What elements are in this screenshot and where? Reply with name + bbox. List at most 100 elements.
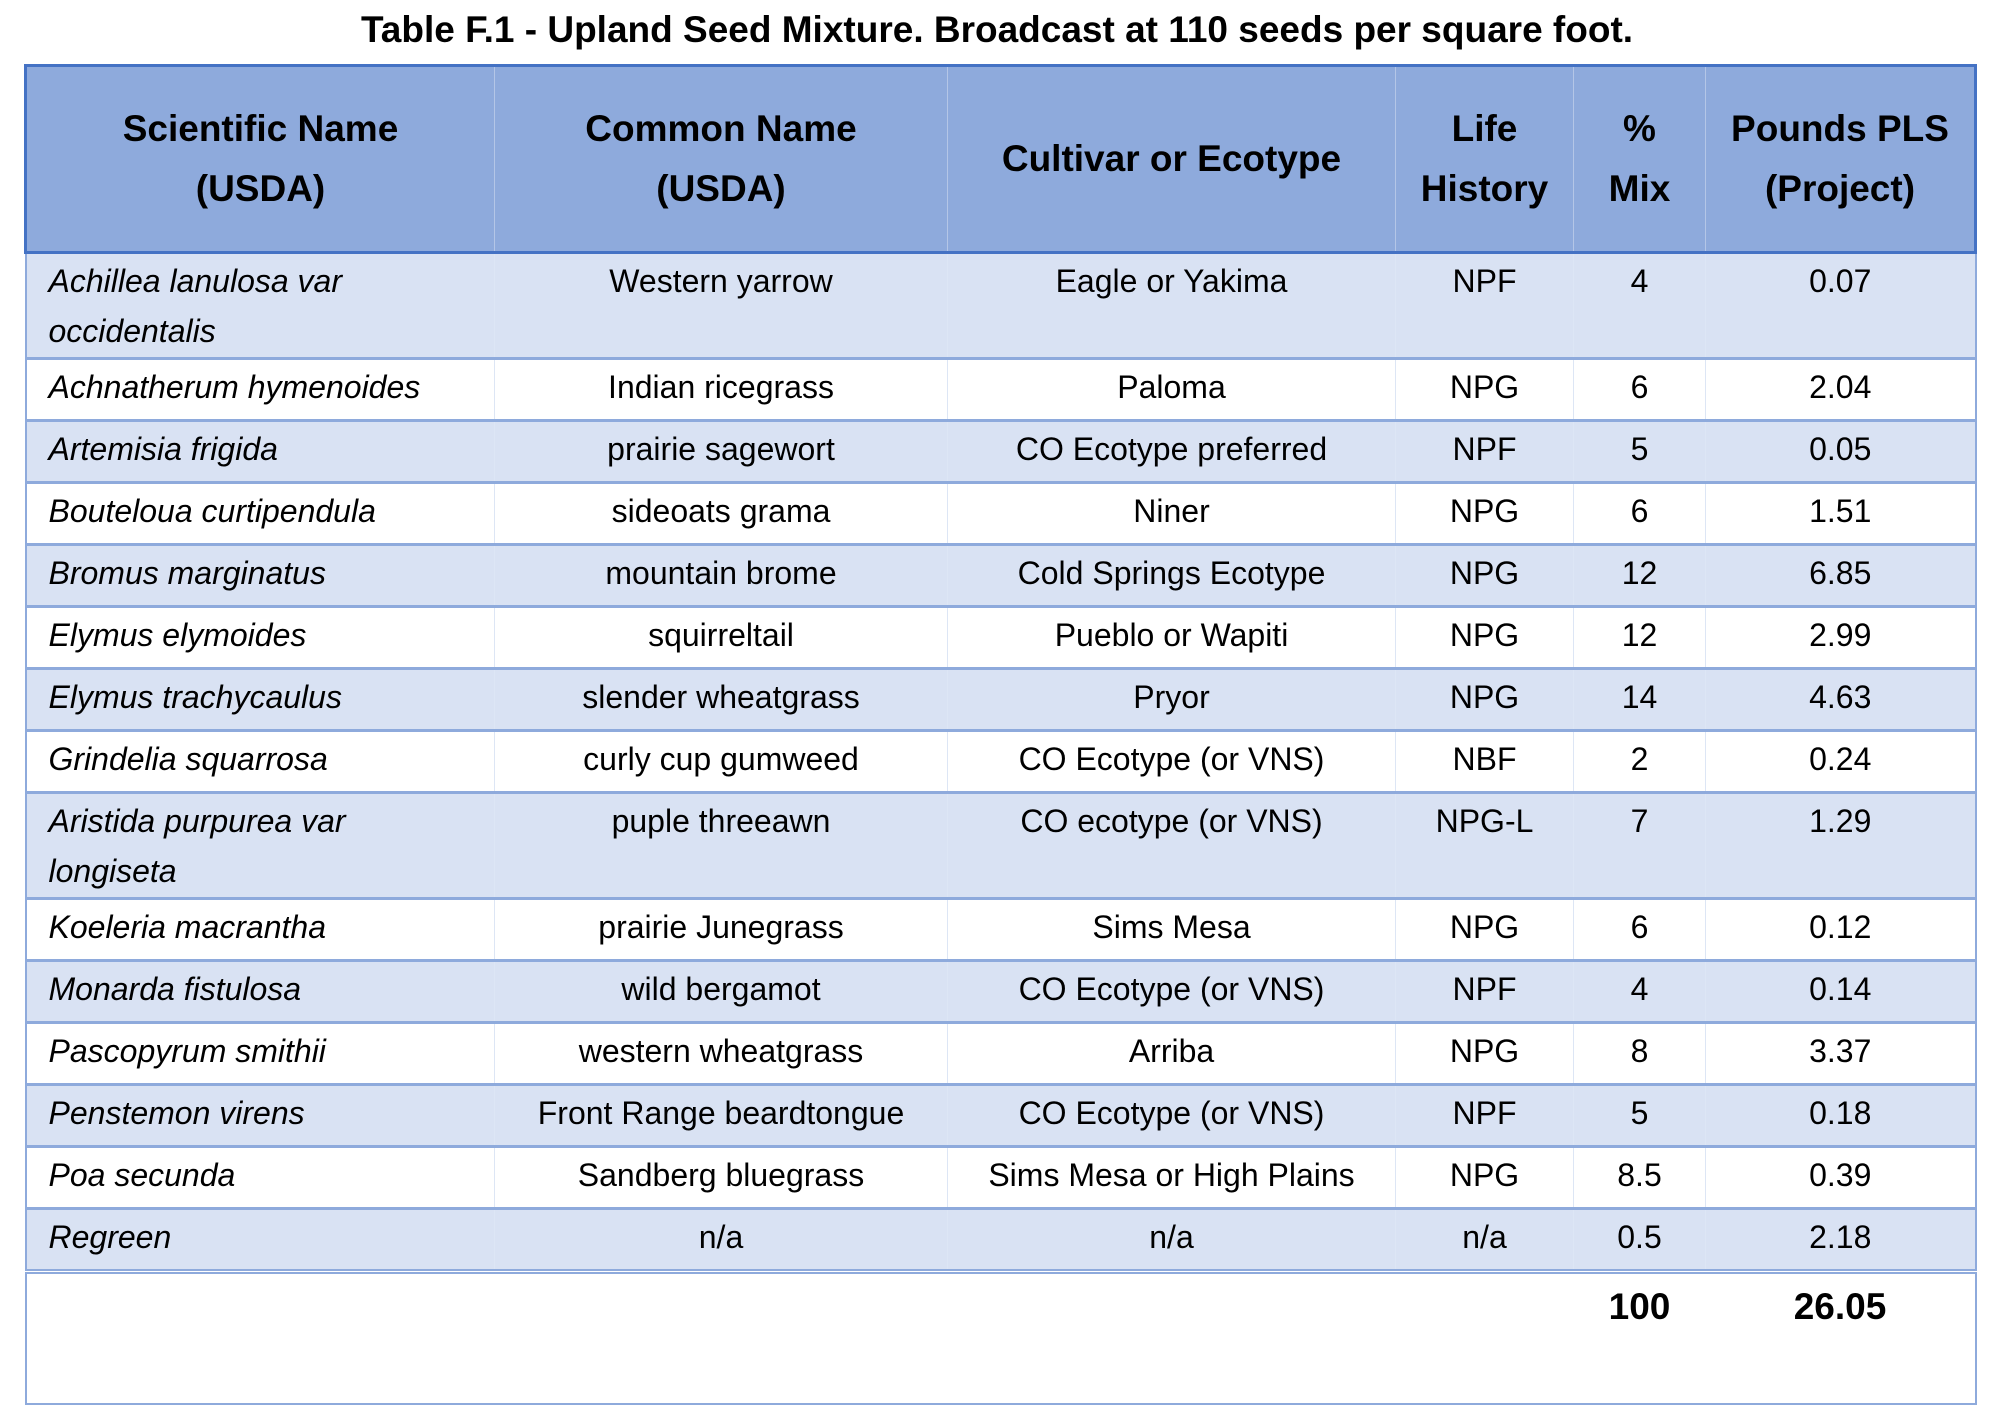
- scientific-name-line: Penstemon virens: [48, 1095, 305, 1131]
- scientific-name-cell: Artemisia frigida: [24, 420, 495, 484]
- percent-mix-cell: 4: [1573, 960, 1706, 1024]
- common-name-cell: Western yarrow: [494, 252, 948, 360]
- scientific-name-cell: Bouteloua curtipendula: [24, 482, 495, 546]
- scientific-name-line: Bouteloua curtipendula: [48, 493, 376, 529]
- pounds-pls-cell: 2.18: [1705, 1208, 1977, 1273]
- percent-mix-cell: 5: [1573, 420, 1706, 484]
- common-name-cell: Sandberg bluegrass: [494, 1146, 948, 1210]
- table-row: Monarda fistulosa wild bergamot CO Ecotype…: [24, 960, 1977, 1024]
- life-history-cell: NPF: [1395, 420, 1574, 484]
- table-row: Poa secunda Sandberg bluegrass Sims Mesa o…: [24, 1146, 1977, 1210]
- pounds-pls-cell: 0.24: [1705, 730, 1977, 794]
- scientific-name-line: Aristida purpurea var: [48, 803, 346, 839]
- table-row: Grindelia squarrosa curly cup gumweed CO E…: [24, 730, 1977, 794]
- pounds-pls-cell: 2.04: [1705, 358, 1977, 422]
- percent-mix-cell: 2: [1573, 730, 1706, 794]
- life-history-cell: NBF: [1395, 730, 1574, 794]
- cultivar-cell: Sims Mesa or High Plains: [947, 1146, 1396, 1210]
- life-history-cell: n/a: [1395, 1208, 1574, 1273]
- pounds-pls-cell: 1.51: [1705, 482, 1977, 546]
- header-line: %: [1623, 108, 1656, 149]
- pounds-pls-cell: 6.85: [1705, 544, 1977, 608]
- pounds-pls-cell: 3.37: [1705, 1022, 1977, 1086]
- cultivar-cell: Sims Mesa: [947, 898, 1396, 962]
- scientific-name-cell: Achnatherum hymenoides: [24, 358, 495, 422]
- header-cultivar: Cultivar or Ecotype: [947, 64, 1396, 254]
- cultivar-cell: Pryor: [947, 668, 1396, 732]
- header-line: (USDA): [656, 168, 786, 209]
- scientific-name-cell: Achillea lanulosa var occidentalis: [24, 252, 495, 360]
- pounds-pls-cell: 0.18: [1705, 1084, 1977, 1148]
- life-history-cell: NPF: [1395, 1084, 1574, 1148]
- header-line: History: [1420, 168, 1549, 209]
- scientific-name-line: Monarda fistulosa: [48, 971, 302, 1007]
- header-line: (Project): [1764, 168, 1916, 209]
- header-percent-mix: % Mix: [1573, 64, 1706, 254]
- table-row: Regreen n/a n/a n/a 0.5 2.18: [24, 1208, 1977, 1273]
- percent-mix-cell: 12: [1573, 606, 1706, 670]
- common-name-cell: n/a: [494, 1208, 948, 1273]
- common-name-cell: wild bergamot: [494, 960, 948, 1024]
- cultivar-cell: Cold Springs Ecotype: [947, 544, 1396, 608]
- percent-mix-cell: 7: [1573, 792, 1706, 900]
- total-pounds-pls: 26.05: [1705, 1269, 1977, 1405]
- totals-empty-cell: [494, 1269, 948, 1405]
- scientific-name-line: Koeleria macrantha: [48, 909, 326, 945]
- pounds-pls-cell: 0.07: [1705, 252, 1977, 360]
- common-name-cell: Indian ricegrass: [494, 358, 948, 422]
- scientific-name-cell: Grindelia squarrosa: [24, 730, 495, 794]
- scientific-name-line: occidentalis: [48, 313, 216, 349]
- percent-mix-cell: 4: [1573, 252, 1706, 360]
- totals-empty-cell: [1395, 1269, 1574, 1405]
- pounds-pls-cell: 0.14: [1705, 960, 1977, 1024]
- pounds-pls-cell: 2.99: [1705, 606, 1977, 670]
- common-name-cell: mountain brome: [494, 544, 948, 608]
- table-body: Achillea lanulosa var occidentalis Western…: [24, 252, 1977, 1273]
- cultivar-cell: CO Ecotype preferred: [947, 420, 1396, 484]
- totals-empty-cell: [947, 1269, 1396, 1405]
- scientific-name-cell: Poa secunda: [24, 1146, 495, 1210]
- table-row: Penstemon virens Front Range beardtongue C…: [24, 1084, 1977, 1148]
- cultivar-cell: Arriba: [947, 1022, 1396, 1086]
- header-line: Pounds PLS: [1731, 108, 1949, 149]
- table-row: Pascopyrum smithii western wheatgrass Arri…: [24, 1022, 1977, 1086]
- scientific-name-line: Grindelia squarrosa: [48, 741, 328, 777]
- scientific-name-line: Pascopyrum smithii: [48, 1033, 326, 1069]
- common-name-cell: Front Range beardtongue: [494, 1084, 948, 1148]
- pounds-pls-cell: 1.29: [1705, 792, 1977, 900]
- scientific-name-cell: Aristida purpurea var longiseta: [24, 792, 495, 900]
- seed-mixture-table: Scientific Name (USDA) Common Name (USDA) …: [24, 64, 1977, 1405]
- life-history-cell: NPG: [1395, 1022, 1574, 1086]
- life-history-cell: NPF: [1395, 960, 1574, 1024]
- table-row: Bouteloua curtipendula sideoats grama Nine…: [24, 482, 1977, 546]
- header-line: Life: [1451, 108, 1518, 149]
- header-row: Scientific Name (USDA) Common Name (USDA) …: [24, 64, 1977, 254]
- common-name-cell: prairie Junegrass: [494, 898, 948, 962]
- totals-empty-cell: [24, 1269, 495, 1405]
- pounds-pls-cell: 4.63: [1705, 668, 1977, 732]
- table-row: Koeleria macrantha prairie Junegrass Sims …: [24, 898, 1977, 962]
- header-line: (USDA): [195, 168, 326, 209]
- life-history-cell: NPG: [1395, 898, 1574, 962]
- scientific-name-cell: Monarda fistulosa: [24, 960, 495, 1024]
- header-line: Cultivar or Ecotype: [1001, 138, 1342, 179]
- header-common-name: Common Name (USDA): [494, 64, 948, 254]
- life-history-cell: NPG: [1395, 606, 1574, 670]
- percent-mix-cell: 8.5: [1573, 1146, 1706, 1210]
- scientific-name-line: Elymus elymoides: [48, 617, 307, 653]
- life-history-cell: NPF: [1395, 252, 1574, 360]
- life-history-cell: NPG: [1395, 482, 1574, 546]
- header-scientific-name: Scientific Name (USDA): [24, 64, 495, 254]
- table-row: Artemisia frigida prairie sagewort CO Ecot…: [24, 420, 1977, 484]
- percent-mix-cell: 6: [1573, 358, 1706, 422]
- scientific-name-cell: Koeleria macrantha: [24, 898, 495, 962]
- percent-mix-cell: 12: [1573, 544, 1706, 608]
- scientific-name-cell: Regreen: [24, 1208, 495, 1273]
- table-row: Achillea lanulosa var occidentalis Western…: [24, 252, 1977, 360]
- percent-mix-cell: 5: [1573, 1084, 1706, 1148]
- header-pounds-pls: Pounds PLS (Project): [1705, 64, 1977, 254]
- scientific-name-cell: Bromus marginatus: [24, 544, 495, 608]
- scientific-name-cell: Penstemon virens: [24, 1084, 495, 1148]
- percent-mix-cell: 8: [1573, 1022, 1706, 1086]
- cultivar-cell: n/a: [947, 1208, 1396, 1273]
